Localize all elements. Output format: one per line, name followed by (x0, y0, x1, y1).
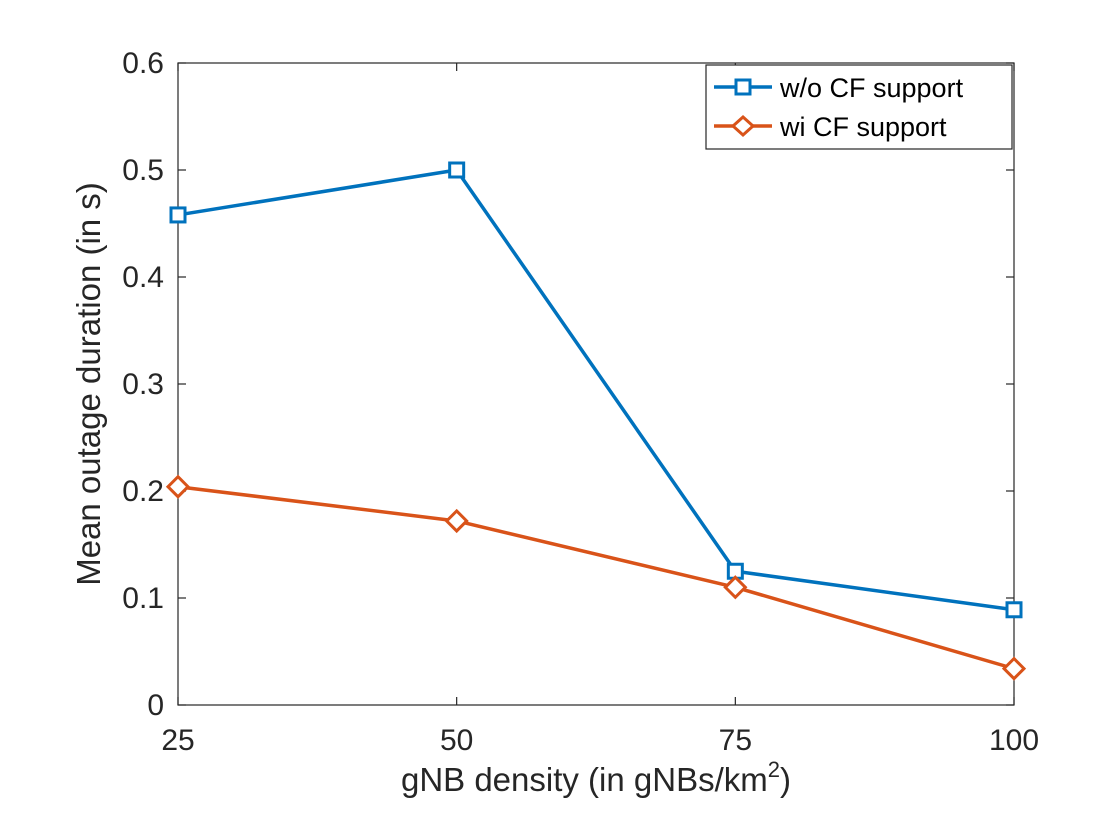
data-point (444, 508, 469, 534)
y-tick-label: 0.4 (122, 261, 164, 294)
data-point (165, 474, 191, 499)
x-axis-title-superscript: 2 (768, 757, 780, 782)
x-tick-label: 75 (719, 724, 752, 757)
y-tick-label: 0.1 (122, 582, 164, 615)
series-layer (165, 161, 1027, 681)
series-line (177, 168, 1015, 612)
data-point (723, 575, 748, 600)
legend-marker-diamond (730, 114, 756, 138)
y-tick-label: 0.5 (122, 154, 164, 187)
y-tick-label: 0.2 (122, 475, 164, 508)
plot-area (177, 62, 1015, 706)
series-1 (165, 474, 1027, 681)
data-point (1001, 656, 1027, 681)
legend-label-wi-cf: wi CF support (779, 112, 947, 142)
legend-marker-square (734, 78, 752, 96)
x-axis-title: gNB density (in gNBs/km2) (401, 757, 791, 798)
series-0 (169, 161, 1023, 619)
x-axis-title-suffix: ) (780, 761, 791, 798)
y-tick-label: 0 (147, 689, 164, 722)
y-tick-labels: 0 0.1 0.2 0.3 0.4 0.5 0.6 (122, 47, 164, 722)
data-point (448, 161, 466, 179)
legend-box (705, 64, 1013, 150)
x-tick-labels: 25 50 75 100 (161, 724, 1039, 757)
y-tick-label: 0.3 (122, 368, 164, 401)
data-point (1005, 601, 1023, 619)
y-axis-title: Mean outage duration (in s) (70, 182, 107, 586)
legend: w/o CF support wi CF support (705, 64, 1013, 150)
data-point (169, 206, 187, 224)
x-tick-label: 100 (989, 724, 1039, 757)
x-tick-label: 50 (440, 724, 473, 757)
y-tick-label: 0.6 (122, 47, 164, 80)
x-tick-label: 25 (161, 724, 194, 757)
legend-label-wo-cf: w/o CF support (779, 73, 964, 103)
series-line (177, 484, 1015, 671)
